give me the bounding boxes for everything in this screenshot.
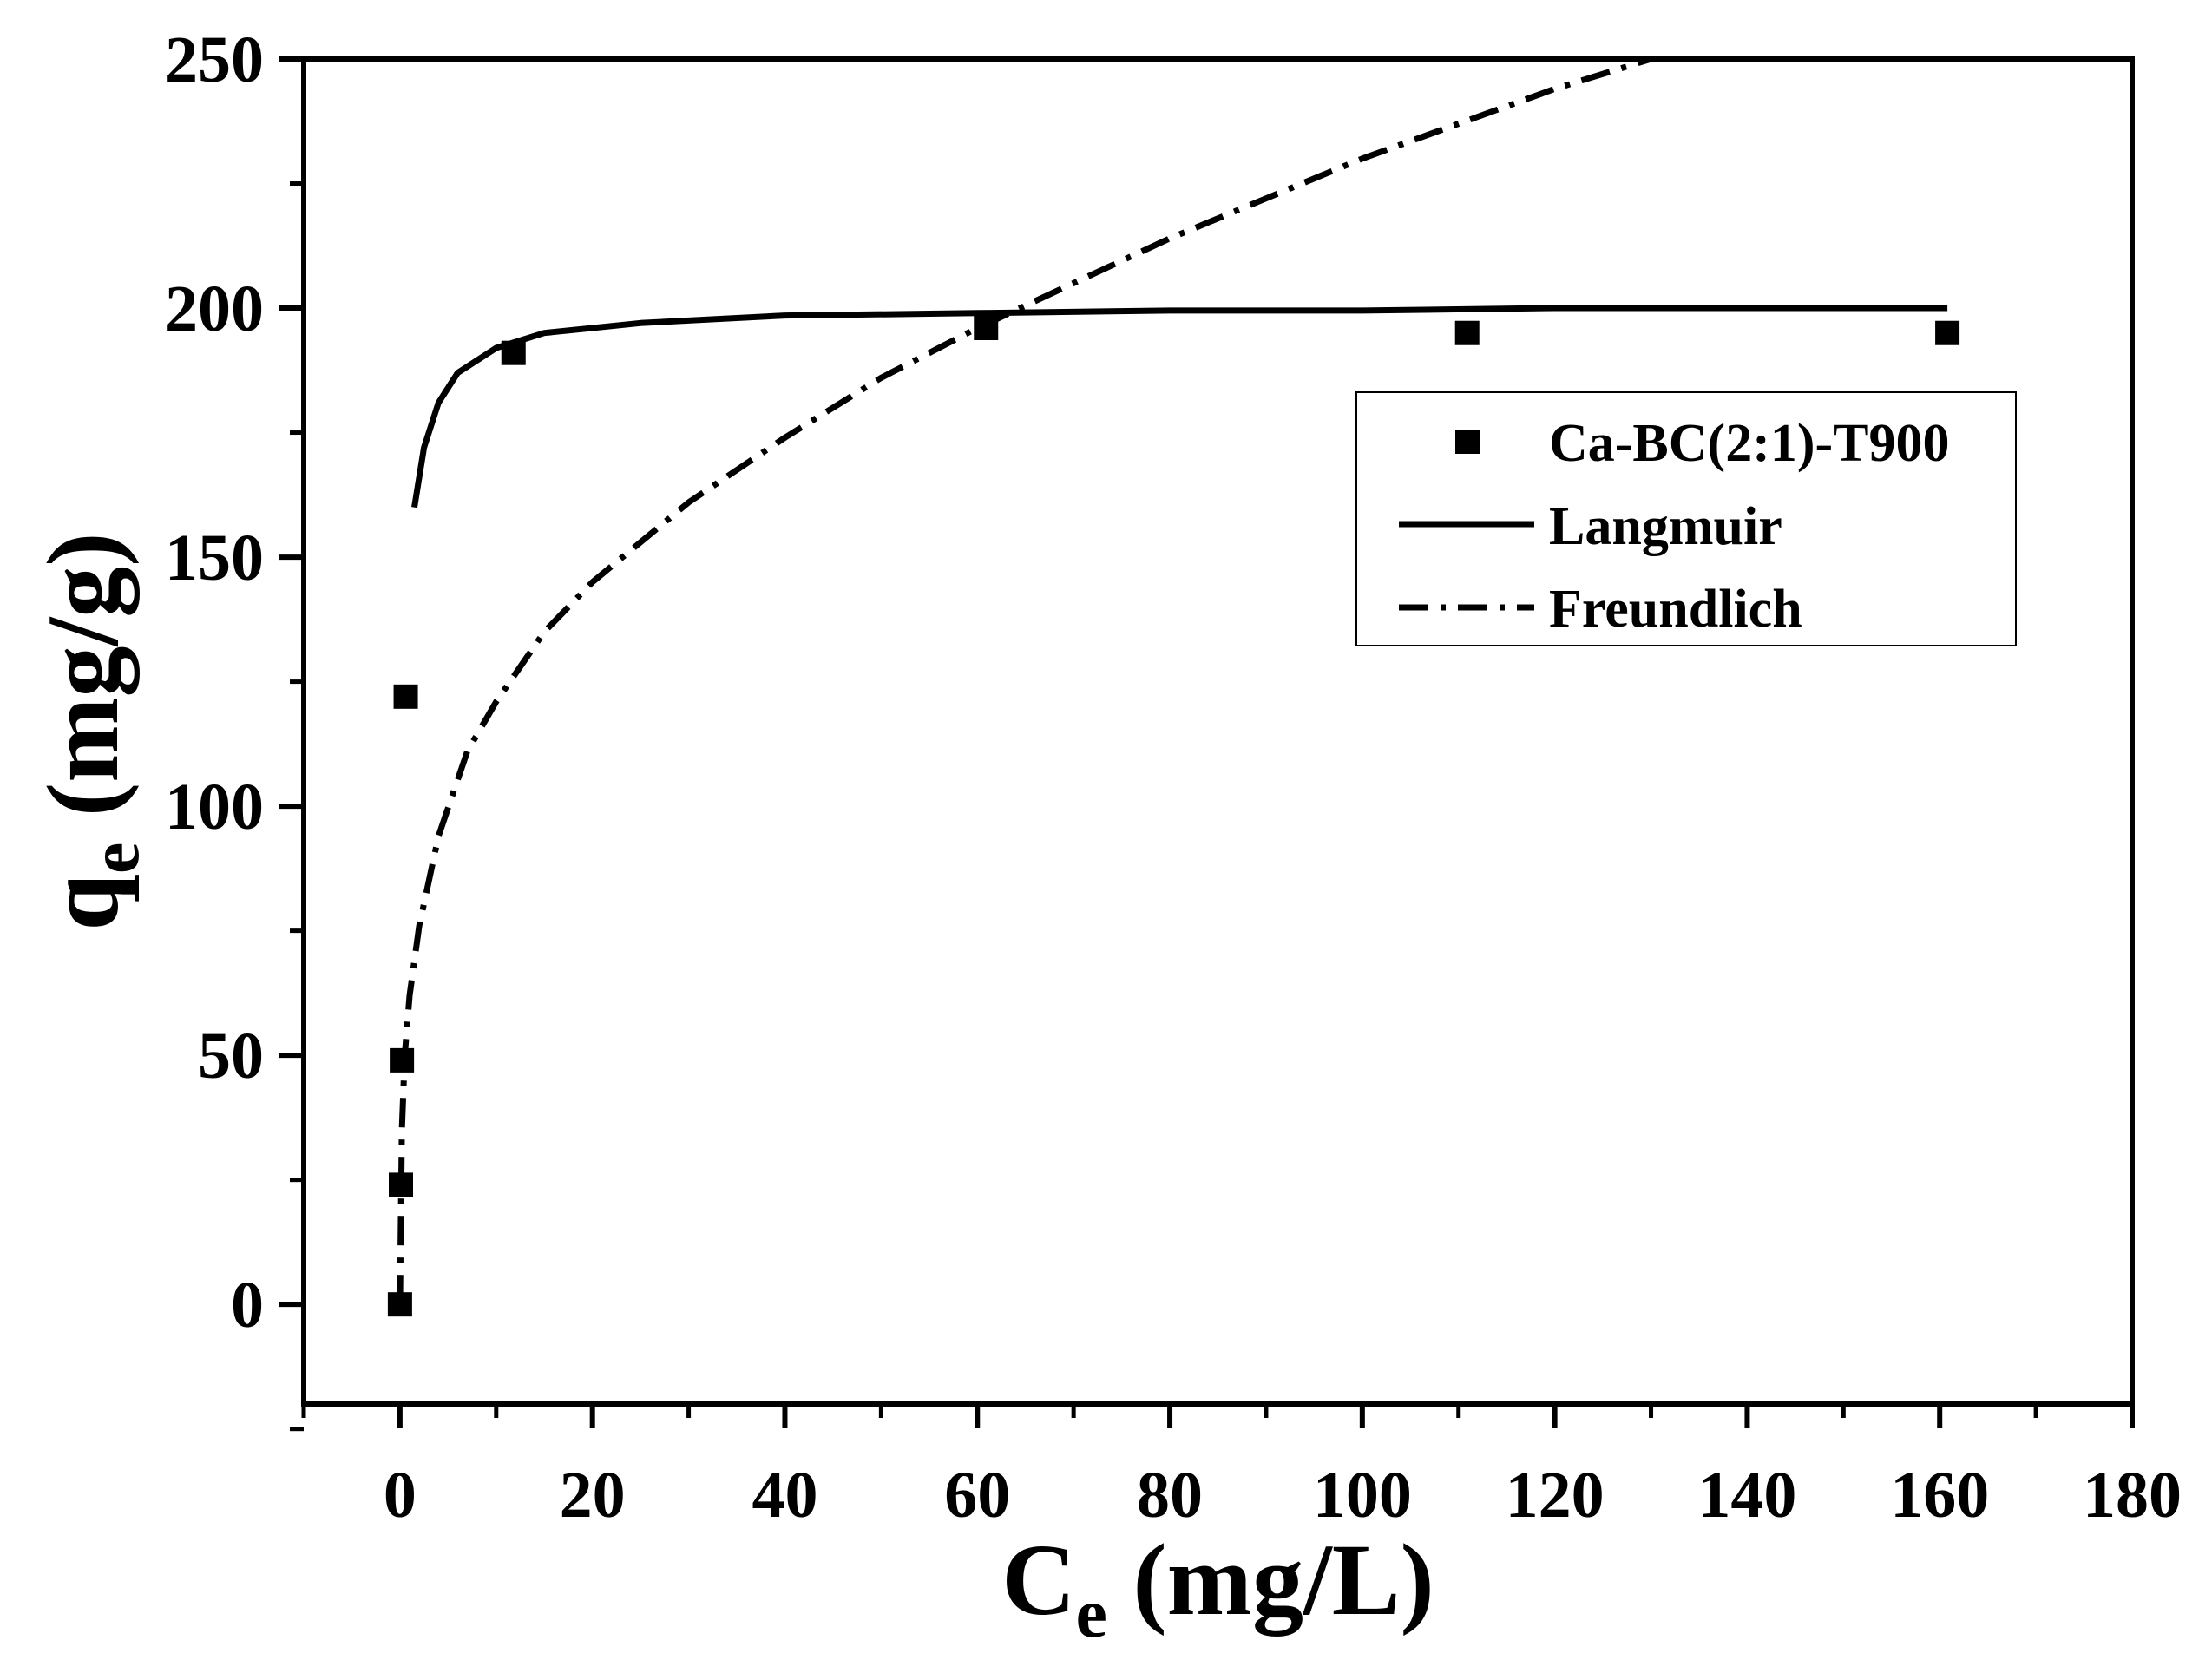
y-tick-label: 150 (165, 522, 264, 594)
data-point (1935, 320, 1960, 345)
data-point (974, 316, 999, 340)
y-tick-label: 50 (198, 1020, 264, 1092)
data-point (501, 340, 526, 365)
x-axis-title-unit: (mg/L) (1107, 1523, 1434, 1637)
x-tick-label: 140 (1697, 1459, 1796, 1532)
y-axis-title-subscript: e (75, 843, 154, 874)
x-tick-label: 180 (2083, 1459, 2182, 1532)
data-point (390, 1047, 415, 1073)
legend-marker-scatter (1455, 430, 1480, 454)
x-tick-label: 100 (1313, 1459, 1412, 1532)
legend-label-scatter: Ca-BC(2:1)-T900 (1549, 414, 1950, 473)
y-axis-title-main: q (26, 874, 140, 931)
x-tick-label: 60 (944, 1459, 1010, 1532)
legend-label-langmuir: Langmuir (1549, 497, 1782, 556)
legend-label-freundlich: Freundlich (1549, 580, 1802, 639)
x-tick-label: 40 (752, 1459, 817, 1532)
x-axis-title: Ce (mg/L) (1001, 1523, 1434, 1652)
x-tick-label: 80 (1137, 1459, 1203, 1532)
y-axis-title: qe (mg/g) (26, 532, 154, 930)
legend: Ca-BC(2:1)-T900 Langmuir Freundlich (1355, 391, 2017, 646)
tick-marks (279, 56, 2135, 1432)
x-tick-label: 20 (560, 1459, 626, 1532)
x-tick-label: 120 (1506, 1459, 1605, 1532)
y-axis-title-unit: (mg/g) (26, 532, 140, 842)
tick-labels: 0 20 40 60 80 100 120 140 160 180 0 50 100 150 200 250 (165, 23, 2182, 1532)
data-point (393, 684, 418, 709)
x-axis-title-main: C (1001, 1523, 1075, 1637)
data-point (1454, 320, 1480, 345)
y-tick-label: 250 (165, 23, 264, 96)
y-tick-label: 0 (231, 1269, 264, 1342)
plot-series (387, 56, 1960, 1317)
y-tick-label: 100 (165, 771, 264, 843)
data-point (389, 1172, 414, 1197)
data-point (387, 1292, 412, 1317)
series-line-freundlich (397, 56, 1670, 1305)
x-axis-title-subscript: e (1075, 1573, 1106, 1652)
y-tick-label: 200 (165, 272, 264, 345)
series-line-langmuir (411, 305, 1948, 508)
plot-frame (301, 56, 2135, 1407)
x-tick-label: 0 (384, 1459, 417, 1532)
x-tick-label: 160 (1890, 1459, 1989, 1532)
